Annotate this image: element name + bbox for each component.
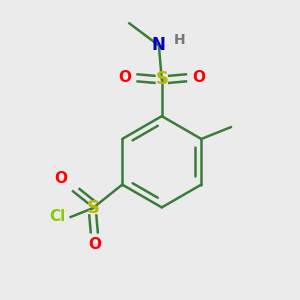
Text: Cl: Cl <box>50 209 66 224</box>
Text: O: O <box>88 238 101 253</box>
Text: S: S <box>155 70 168 88</box>
Text: S: S <box>86 199 99 217</box>
Text: O: O <box>54 171 67 186</box>
Text: O: O <box>118 70 131 86</box>
Text: O: O <box>192 70 205 86</box>
Text: N: N <box>152 37 166 55</box>
Text: H: H <box>174 33 185 46</box>
